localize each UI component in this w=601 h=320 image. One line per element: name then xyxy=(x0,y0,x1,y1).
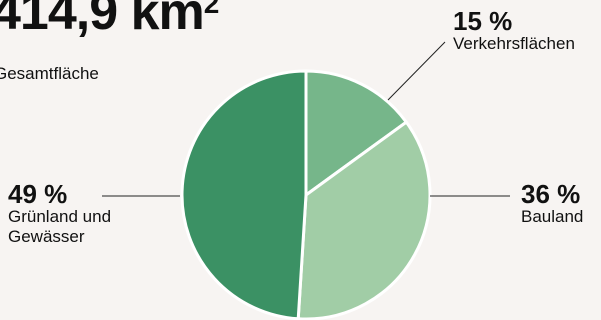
total-area-label: Gesamtfläche xyxy=(0,64,99,83)
callout-bauland: 36 % Bauland xyxy=(521,181,583,227)
pie-slice-bauland xyxy=(296,120,432,320)
slice-category-label-line1: Grünland und xyxy=(8,207,112,226)
total-area-number: 414,9 km xyxy=(0,0,205,41)
leader-line-verkehrsflaechen xyxy=(387,41,446,101)
slice-category-label: Verkehrsflächen xyxy=(453,34,575,53)
total-area-unit-exponent: 2 xyxy=(203,0,220,19)
slice-category-label-line2: Gewässer xyxy=(8,227,85,247)
pie-slice-verkehrsflaechen xyxy=(304,69,408,197)
slice-percent-label: 49 % xyxy=(8,179,68,209)
slice-category-label: Bauland xyxy=(521,207,584,226)
pie-slice-gruenland-gewaesser xyxy=(180,69,308,320)
slice-percent-label: 15 % xyxy=(453,6,513,36)
callout-gruenland-gewaesser: 49 % Grünland und Gewässer xyxy=(8,181,111,248)
total-area-value: 414,9 km2 xyxy=(0,0,220,41)
callout-verkehrsflaechen: 15 % Verkehrsflächen xyxy=(453,8,575,54)
slice-percent-label: 36 % xyxy=(521,179,581,209)
